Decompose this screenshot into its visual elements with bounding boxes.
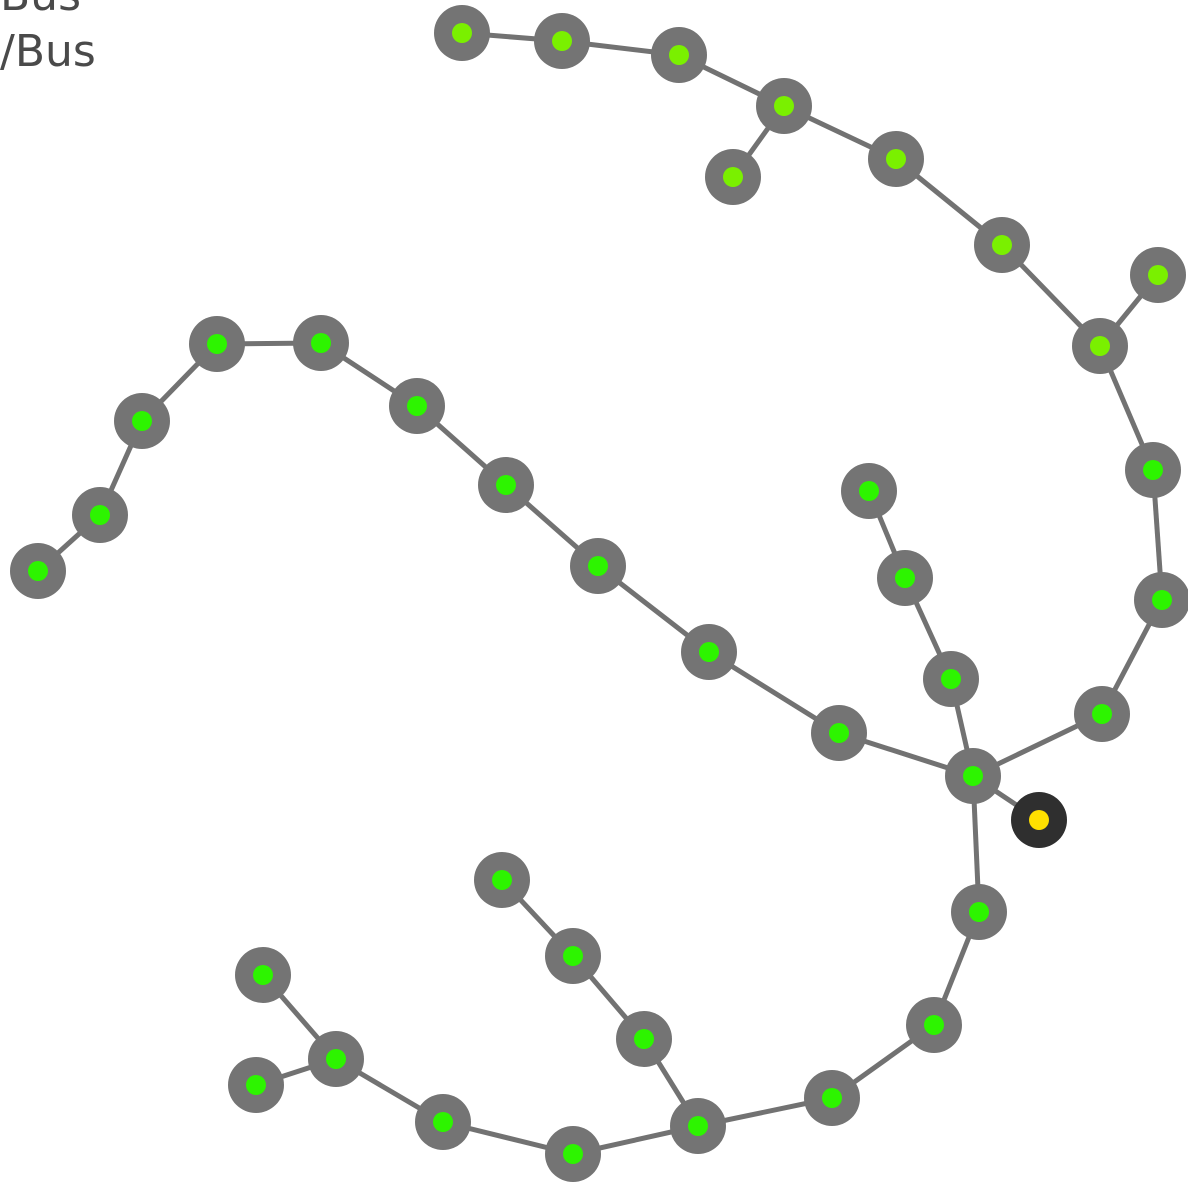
bus-node-b3[interactable] [474, 852, 530, 908]
bus-node-d4[interactable] [670, 1098, 726, 1154]
bus-node-center [1148, 265, 1168, 285]
bus-node-center [563, 946, 583, 966]
bus-node-e4[interactable] [235, 947, 291, 1003]
bus-node-center [1092, 704, 1112, 724]
bus-node-d3[interactable] [804, 1070, 860, 1126]
bus-node-center [895, 568, 915, 588]
bus-node-n7[interactable] [974, 217, 1030, 273]
bus-node-center [1143, 460, 1163, 480]
bus-node-b1[interactable] [616, 1011, 672, 1067]
bus-node-center [588, 556, 608, 576]
bus-node-center [563, 1144, 583, 1164]
bus-node-center [1090, 336, 1110, 356]
bus-node-e3[interactable] [308, 1031, 364, 1087]
bus-node-n4[interactable] [756, 78, 812, 134]
bus-node-center [492, 870, 512, 890]
bus-node-center [963, 766, 983, 786]
bus-node-center [311, 333, 331, 353]
bus-node-center [829, 723, 849, 743]
bus-node-center [822, 1088, 842, 1108]
bus-node-hub[interactable] [945, 748, 1001, 804]
source-node-center [1029, 810, 1049, 830]
bus-node-center [992, 235, 1012, 255]
bus-node-m9[interactable] [72, 487, 128, 543]
bus-node-center [669, 45, 689, 65]
bus-node-m3[interactable] [570, 538, 626, 594]
bus-node-center [688, 1116, 708, 1136]
bus-node-center [1152, 590, 1172, 610]
bus-node-center [699, 642, 719, 662]
bus-node-center [326, 1049, 346, 1069]
legend: Bus /Bus [0, 0, 96, 80]
legend-line-bus: Bus [0, 0, 96, 24]
bus-node-n1[interactable] [434, 5, 490, 61]
bus-node-center [28, 561, 48, 581]
bus-node-center [552, 31, 572, 51]
bus-node-n8[interactable] [1130, 247, 1186, 303]
bus-node-d1[interactable] [951, 884, 1007, 940]
bus-node-e2[interactable] [415, 1094, 471, 1150]
bus-node-n5[interactable] [705, 149, 761, 205]
bus-node-m8[interactable] [114, 393, 170, 449]
bus-node-m10[interactable] [10, 543, 66, 599]
bus-node-center [207, 334, 227, 354]
bus-node-n9[interactable] [1072, 318, 1128, 374]
bus-node-center [253, 965, 273, 985]
bus-node-center [859, 481, 879, 501]
bus-node-m2[interactable] [681, 624, 737, 680]
bus-node-center [433, 1112, 453, 1132]
bus-node-center [774, 96, 794, 116]
bus-node-n2[interactable] [534, 13, 590, 69]
bus-node-u1[interactable] [923, 651, 979, 707]
bus-node-m7[interactable] [189, 316, 245, 372]
bus-node-center [246, 1075, 266, 1095]
bus-node-n12[interactable] [1074, 686, 1130, 742]
bus-node-n11[interactable] [1134, 572, 1188, 628]
bus-node-m6[interactable] [293, 315, 349, 371]
bus-node-center [132, 411, 152, 431]
bus-node-u3[interactable] [841, 463, 897, 519]
legend-line-slash-bus: /Bus [0, 26, 96, 77]
bus-node-n3[interactable] [651, 27, 707, 83]
bus-node-center [969, 902, 989, 922]
bus-node-u2[interactable] [877, 550, 933, 606]
bus-node-e1[interactable] [545, 1126, 601, 1182]
bus-node-center [941, 669, 961, 689]
nodes-layer [10, 5, 1188, 1182]
bus-node-m1[interactable] [811, 705, 867, 761]
bus-node-center [634, 1029, 654, 1049]
bus-node-center [90, 505, 110, 525]
bus-node-center [924, 1015, 944, 1035]
bus-node-e5[interactable] [228, 1057, 284, 1113]
bus-node-m4[interactable] [478, 457, 534, 513]
bus-node-center [496, 475, 516, 495]
source-node[interactable] [1011, 792, 1067, 848]
bus-node-d2[interactable] [906, 997, 962, 1053]
bus-node-center [723, 167, 743, 187]
bus-node-n10[interactable] [1125, 442, 1181, 498]
bus-node-n6[interactable] [868, 131, 924, 187]
bus-node-center [452, 23, 472, 43]
bus-node-m5[interactable] [389, 378, 445, 434]
bus-node-center [407, 396, 427, 416]
bus-node-center [886, 149, 906, 169]
bus-node-b2[interactable] [545, 928, 601, 984]
